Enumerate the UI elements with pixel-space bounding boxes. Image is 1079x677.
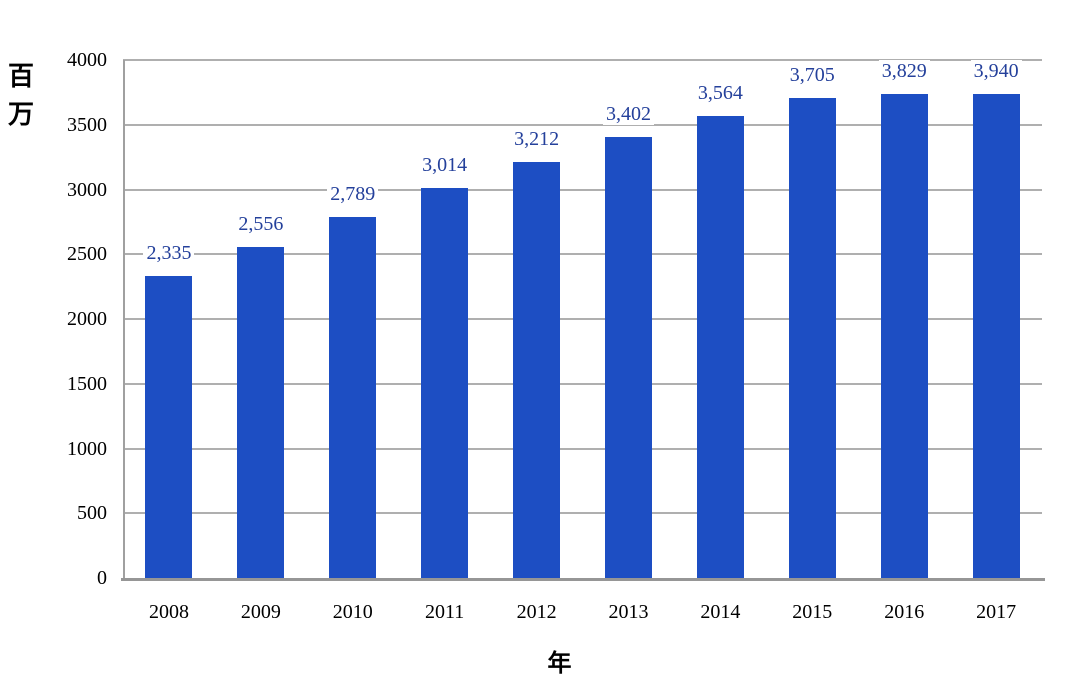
x-axis-tick-label: 2016 (884, 601, 925, 623)
bar-group-2015: 3,705 (766, 60, 858, 578)
gridline (123, 382, 1042, 385)
bar-group-2011: 3,014 (399, 60, 491, 578)
bar-group-2014: 3,564 (674, 60, 766, 578)
gridline (123, 59, 1042, 61)
y-axis-tick-label: 500 (77, 502, 107, 525)
bar-group-2010: 2,789 (307, 60, 399, 578)
x-axis-tick-label: 2008 (148, 601, 189, 623)
y-axis-tick-labels: 0 500 1000 1500 2000 2500 3000 3500 4000 (0, 49, 107, 589)
bar-value-label: 2,789 (327, 183, 379, 205)
x-axis-tick-label: 2013 (608, 601, 649, 623)
x-axis-tick-label: 2012 (516, 601, 557, 623)
gridline (123, 512, 1042, 515)
bar-value-label: 3,564 (694, 82, 746, 104)
plot-area: 2,335 2,556 2,789 3,014 3,212 3,402 3,564 3,705… (121, 59, 1045, 581)
bar-group-2013: 3,402 (583, 60, 675, 578)
y-axis-tick-label: 1500 (67, 372, 107, 395)
y-axis-tick-label: 2000 (67, 308, 107, 330)
x-axis-line (121, 578, 1045, 581)
y-axis-tick-label: 3500 (67, 113, 107, 136)
x-axis-tick-label: 2017 (976, 601, 1017, 623)
x-axis-tick-labels: 2008 2009 2010 2011 2012 2013 2014 2015 2016 2017 (123, 601, 1042, 623)
y-axis-tick-label: 4000 (67, 49, 107, 71)
bar-group-2017: 3,940 (950, 60, 1042, 578)
bar (880, 94, 928, 578)
x-axis-tick-label: 2015 (792, 601, 833, 623)
y-axis-tick-label: 1000 (67, 437, 107, 460)
bar-group-2016: 3,829 (858, 60, 950, 578)
x-axis-tick-label: 2014 (700, 601, 741, 623)
bar (329, 217, 377, 578)
bar (604, 137, 652, 578)
y-axis-title: 百万 (8, 62, 35, 130)
bar-group-2009: 2,556 (215, 60, 307, 578)
bar-value-label: 3,402 (602, 103, 654, 125)
bar (421, 188, 469, 578)
gridlines (123, 59, 1042, 578)
bar-value-label: 3,705 (786, 64, 838, 86)
gridline (123, 188, 1042, 191)
bar-group-2012: 3,212 (491, 60, 583, 578)
y-axis-tick-label: 3000 (67, 178, 107, 201)
bar-value-label: 3,212 (511, 128, 563, 150)
bar (788, 98, 836, 578)
gridline (123, 447, 1042, 450)
gridline (123, 123, 1042, 126)
gridline (123, 318, 1042, 320)
bars: 2,335 2,556 2,789 3,014 3,212 3,402 3,564 3,705… (123, 60, 1042, 578)
gridline (123, 253, 1042, 256)
bar-value-label: 3,829 (878, 60, 930, 82)
bar-value-label: 2,556 (235, 213, 287, 235)
x-axis-tick-label: 2010 (332, 601, 373, 623)
y-axis-tick-label: 2500 (67, 243, 107, 266)
bar-value-label: 3,940 (970, 60, 1022, 82)
bar (237, 247, 285, 578)
x-axis-tick-label: 2009 (240, 601, 281, 623)
x-axis-tick-label: 2011 (425, 601, 465, 623)
bar (972, 94, 1020, 578)
bar (145, 276, 193, 578)
bar (513, 162, 561, 578)
x-axis-title: 年 (547, 649, 572, 677)
y-axis-tick-label: 0 (97, 567, 107, 589)
bar-value-label: 2,335 (143, 242, 195, 264)
bar-group-2008: 2,335 (123, 60, 215, 578)
bar (696, 116, 744, 578)
y-axis-line (123, 60, 125, 578)
bar-value-label: 3,014 (419, 154, 471, 176)
